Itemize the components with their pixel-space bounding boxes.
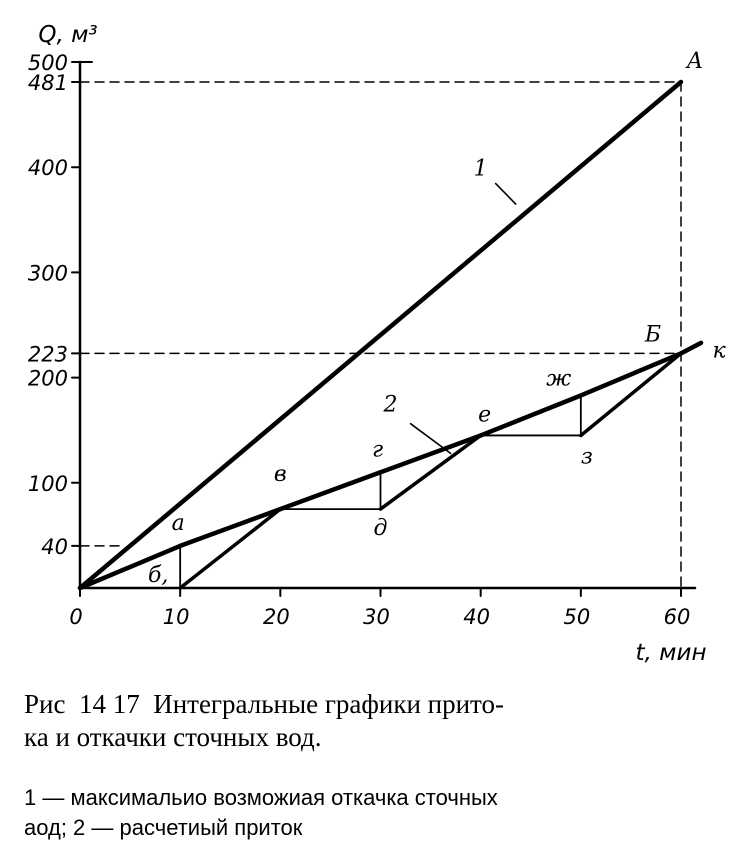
series-label-2: 2 [383, 392, 398, 417]
chart-lines [71, 60, 704, 597]
point-label: е [478, 402, 491, 427]
x-axis-title: t, мин [636, 640, 707, 666]
series-label-1: 1 [474, 157, 488, 182]
caption-title: Рис 14 17 Интегральные графики прито- ка… [24, 689, 504, 752]
pumping-segment [178, 507, 283, 590]
y-tick-label: 400 [28, 156, 68, 180]
legend-text: 1 — максимальио возможиая откачка сточны… [24, 785, 498, 840]
series-2-segment [378, 433, 483, 475]
x-tick-label: 20 [263, 605, 290, 629]
pumping-segment [579, 351, 683, 438]
point-label: д [374, 516, 388, 541]
x-tick-label: 30 [363, 605, 390, 629]
series-2-segment [278, 470, 383, 512]
x-tick-label: 50 [563, 605, 590, 629]
y-tick-label: 40 [41, 535, 68, 559]
figure-legend: 1 — максимальио возможиая откачка сточны… [24, 783, 729, 843]
y-axis-title: Q, м³ [38, 22, 97, 48]
figure-caption: Рис 14 17 Интегральные графики прито- ка… [24, 688, 729, 754]
point-label: в [274, 462, 287, 487]
x-tick-label: 10 [163, 605, 190, 629]
point-label: к [712, 338, 726, 363]
series-1-segment [77, 79, 684, 591]
leader-line-2 [409, 422, 452, 455]
pumping-segment [378, 433, 483, 511]
y-tick-label: 481 [28, 71, 68, 95]
y-tick-label: 300 [28, 261, 68, 285]
series-2-segment [177, 506, 283, 549]
point-label: б, [148, 563, 168, 588]
point-label: ж [546, 366, 571, 391]
point-label: г [372, 437, 383, 462]
x-tick-label: 60 [664, 605, 691, 629]
point-label: Б [644, 322, 661, 347]
series-2-segment [478, 393, 584, 438]
point-label: A [685, 49, 703, 74]
point-label: а [172, 511, 185, 536]
x-tick-label: 40 [463, 605, 490, 629]
series-2-segment [578, 351, 684, 398]
point-label: з [581, 444, 593, 469]
leader-line-1 [494, 182, 517, 205]
pumping-segment [78, 544, 182, 590]
y-tick-label: 100 [28, 472, 68, 496]
y-tick-label: 200 [28, 367, 68, 391]
y-tick-label: 223 [28, 342, 68, 366]
x-tick-label: 0 [69, 605, 82, 629]
series-2-tail [678, 340, 704, 356]
y-tick-label: 500 [28, 51, 68, 75]
